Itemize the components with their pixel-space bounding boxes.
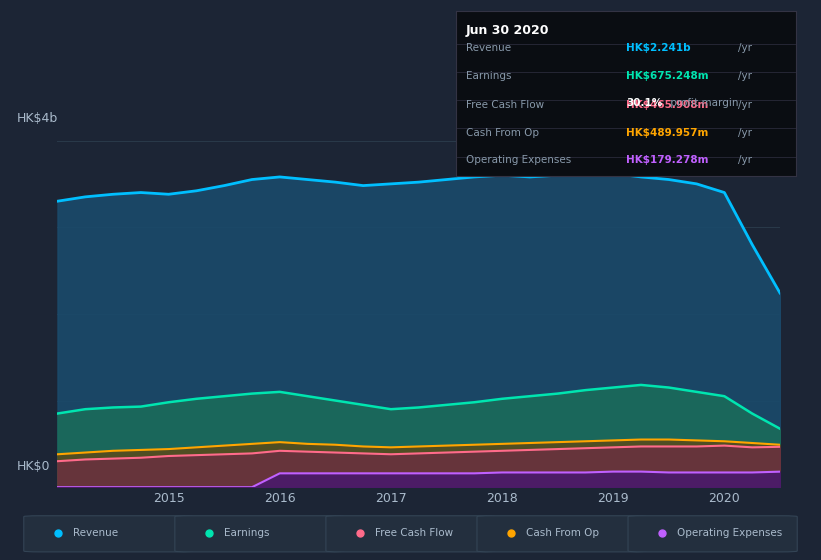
Text: 30.1%: 30.1%: [626, 98, 663, 108]
FancyBboxPatch shape: [326, 516, 495, 552]
Text: Earnings: Earnings: [466, 72, 511, 81]
Text: /yr: /yr: [738, 128, 753, 138]
Text: HK$4b: HK$4b: [16, 112, 57, 125]
Text: HK$489.957m: HK$489.957m: [626, 128, 709, 138]
Text: Revenue: Revenue: [73, 529, 118, 538]
Text: HK$675.248m: HK$675.248m: [626, 72, 709, 81]
Text: Free Cash Flow: Free Cash Flow: [466, 100, 544, 110]
FancyBboxPatch shape: [477, 516, 646, 552]
Text: /yr: /yr: [738, 155, 753, 165]
Text: Revenue: Revenue: [466, 43, 511, 53]
Text: Cash From Op: Cash From Op: [526, 529, 599, 538]
Text: /yr: /yr: [738, 43, 753, 53]
FancyBboxPatch shape: [24, 516, 193, 552]
Text: Operating Expenses: Operating Expenses: [466, 155, 571, 165]
Text: Cash From Op: Cash From Op: [466, 128, 539, 138]
Text: profit margin: profit margin: [667, 98, 738, 108]
Text: Free Cash Flow: Free Cash Flow: [375, 529, 453, 538]
FancyBboxPatch shape: [175, 516, 344, 552]
Text: HK$0: HK$0: [16, 460, 50, 473]
Text: HK$179.278m: HK$179.278m: [626, 155, 709, 165]
Text: /yr: /yr: [738, 72, 753, 81]
Text: Operating Expenses: Operating Expenses: [677, 529, 782, 538]
FancyBboxPatch shape: [628, 516, 797, 552]
Text: Earnings: Earnings: [224, 529, 269, 538]
Text: Jun 30 2020: Jun 30 2020: [466, 25, 549, 38]
Text: /yr: /yr: [738, 100, 753, 110]
Text: HK$465.908m: HK$465.908m: [626, 100, 709, 110]
Text: HK$2.241b: HK$2.241b: [626, 43, 690, 53]
